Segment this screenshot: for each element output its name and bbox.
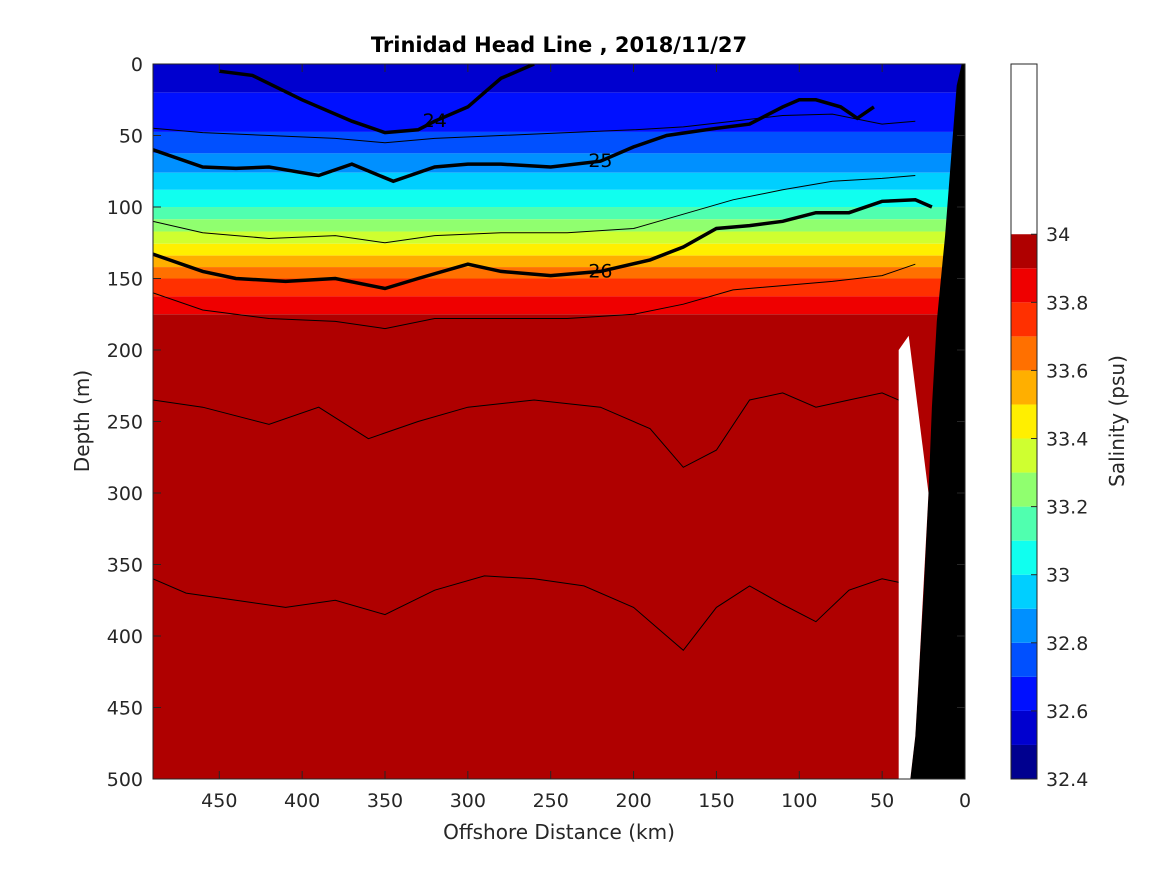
colorbar-swatch — [1011, 302, 1037, 337]
y-axis-title: Depth (m) — [70, 370, 94, 472]
colorbar-swatch — [1011, 472, 1037, 507]
isopycnal-line — [153, 392, 916, 468]
x-tick-label: 200 — [615, 790, 651, 812]
y-tick-label: 50 — [119, 126, 143, 148]
colorbar-tick-label: 33.4 — [1046, 429, 1088, 451]
salinity-band — [153, 314, 965, 779]
chart-title: Trinidad Head Line , 2018/11/27 — [371, 33, 747, 57]
salinity-band — [153, 255, 965, 268]
y-tick-label: 100 — [107, 197, 143, 219]
isopycnal-25 — [153, 98, 875, 184]
colorbar-tick-label: 33 — [1046, 565, 1070, 587]
colorbar-swatch — [1011, 234, 1037, 269]
x-tick-label: 450 — [201, 790, 237, 812]
colorbar-swatch — [1011, 676, 1037, 711]
colorbar-swatch — [1011, 540, 1037, 575]
x-tick-label: 0 — [959, 790, 971, 812]
y-axis: 0 50 100 150 200 250 300 350 400 450 500 — [107, 54, 965, 791]
no-data-gap — [898, 335, 929, 779]
x-tick-label: 50 — [870, 790, 894, 812]
salinity-band — [153, 131, 965, 154]
x-axis-title: Offshore Distance (km) — [443, 820, 675, 844]
x-tick-label: 400 — [284, 790, 320, 812]
colorbar-tick-label: 33.6 — [1046, 360, 1088, 382]
y-tick-label: 350 — [107, 555, 143, 577]
salinity-band — [153, 243, 965, 256]
salinity-band — [153, 296, 965, 315]
isopycnal-label: 25 — [588, 150, 612, 172]
x-tick-label: 150 — [698, 790, 734, 812]
y-tick-label: 500 — [107, 769, 143, 791]
salinity-band — [153, 267, 965, 279]
isopycnal-label: 26 — [588, 260, 612, 282]
isopycnal-line — [153, 175, 916, 244]
colorbar-swatch — [1011, 506, 1037, 541]
colorbar-swatch — [1011, 268, 1037, 303]
x-axis: 450 400 350 300 250 200 150 100 50 0 — [201, 64, 971, 812]
colorbar-frame — [1010, 63, 1038, 780]
colorbar: 32.4 32.6 32.8 33 33.2 33.4 33.6 33.8 34 — [1010, 63, 1088, 791]
y-tick-label: 200 — [107, 340, 143, 362]
salinity-band — [153, 219, 965, 232]
salinity-band — [153, 231, 965, 244]
colorbar-tick-label: 32.4 — [1046, 769, 1088, 791]
y-tick-label: 450 — [107, 698, 143, 720]
y-tick-label: 400 — [107, 626, 143, 648]
salinity-band — [153, 189, 965, 207]
x-tick-label: 250 — [533, 790, 569, 812]
colorbar-tick-label: 33.2 — [1046, 497, 1088, 519]
salinity-bands — [153, 64, 965, 779]
isopycnal-line — [153, 113, 916, 144]
land-mask — [910, 64, 965, 779]
x-tick-label: 100 — [781, 790, 817, 812]
salinity-band — [153, 153, 965, 173]
salinity-band — [153, 64, 965, 93]
x-tick-label: 350 — [367, 790, 403, 812]
y-tick-label: 150 — [107, 269, 143, 291]
salinity-band — [153, 92, 965, 132]
y-tick-label: 0 — [131, 54, 143, 76]
thin-isopycnals — [153, 113, 916, 652]
colorbar-tick-label: 32.6 — [1046, 701, 1088, 723]
colorbar-title: Salinity (psu) — [1105, 355, 1129, 487]
contour-labels: 24 25 26 — [423, 110, 613, 282]
isopycnal-line — [153, 263, 916, 330]
colorbar-tick-label: 32.8 — [1046, 633, 1088, 655]
x-tick-label: 300 — [450, 790, 486, 812]
isopycnal-label: 24 — [423, 110, 447, 132]
y-tick-label: 250 — [107, 412, 143, 434]
colorbar-tick-label: 34 — [1046, 224, 1070, 246]
y-tick-label: 300 — [107, 483, 143, 505]
isopycnal-line — [153, 575, 916, 652]
isopycnal-24 — [219, 64, 535, 135]
colorbar-swatch — [1011, 710, 1037, 745]
salinity-band — [153, 172, 965, 190]
colorbar-swatch — [1011, 608, 1037, 643]
colorbar-swatch — [1011, 642, 1037, 677]
colorbar-swatch — [1011, 744, 1037, 779]
isopycnal-26 — [153, 198, 933, 291]
salinity-band — [153, 207, 965, 220]
colorbar-swatch — [1011, 574, 1037, 609]
colorbar-tick-label: 33.8 — [1046, 292, 1088, 314]
labeled-isopycnals — [153, 64, 933, 291]
colorbar-swatch — [1011, 438, 1037, 473]
colorbar-swatch — [1011, 404, 1037, 439]
plot-area — [153, 64, 965, 779]
colorbar-swatch — [1011, 336, 1037, 371]
colorbar-swatch — [1011, 370, 1037, 405]
